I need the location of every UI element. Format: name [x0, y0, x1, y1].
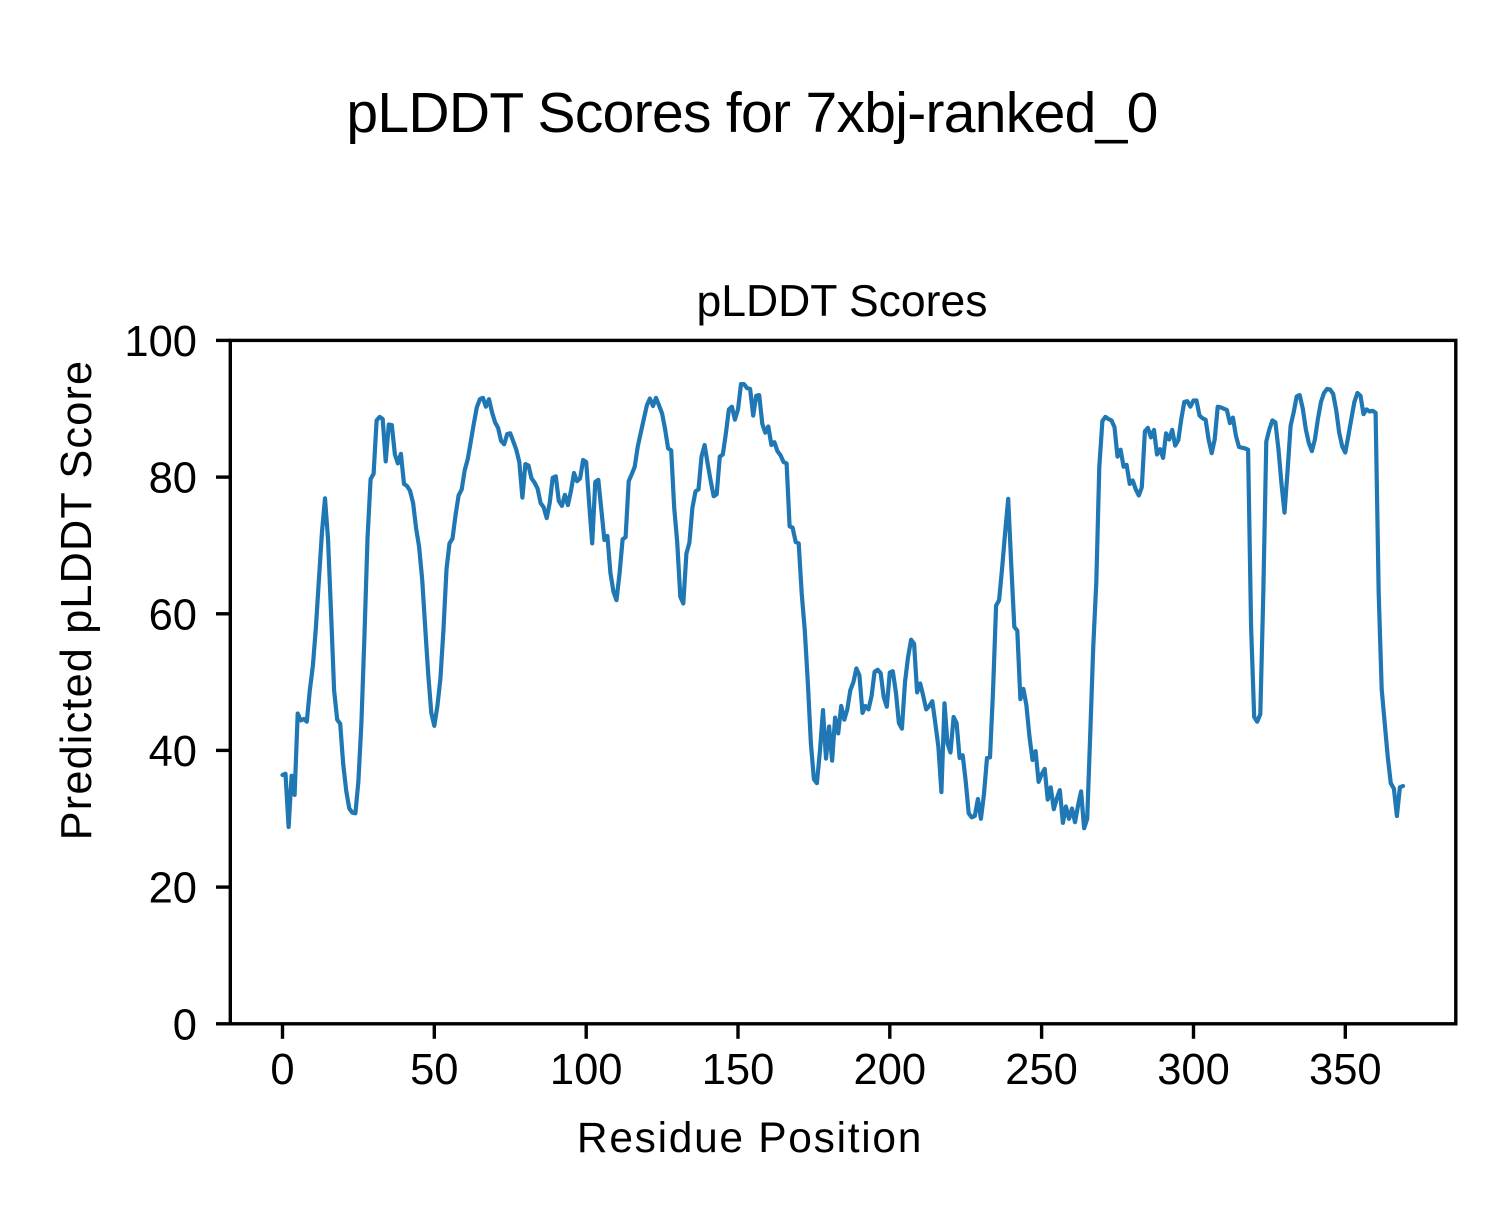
svg-text:250: 250	[1005, 1046, 1078, 1094]
svg-text:150: 150	[702, 1046, 775, 1094]
svg-text:80: 80	[149, 455, 197, 503]
svg-text:Residue Position: Residue Position	[577, 1115, 923, 1162]
svg-text:20: 20	[149, 865, 197, 913]
svg-text:200: 200	[854, 1046, 927, 1094]
svg-text:60: 60	[149, 591, 197, 639]
svg-text:100: 100	[124, 318, 197, 366]
svg-text:350: 350	[1309, 1046, 1382, 1094]
svg-text:pLDDT Scores for 7xbj-ranked_0: pLDDT Scores for 7xbj-ranked_0	[346, 81, 1157, 145]
svg-text:0: 0	[270, 1046, 294, 1094]
svg-text:pLDDT Scores: pLDDT Scores	[696, 277, 987, 326]
svg-text:0: 0	[173, 1001, 197, 1049]
svg-text:300: 300	[1157, 1046, 1230, 1094]
svg-text:50: 50	[410, 1046, 458, 1094]
svg-text:100: 100	[550, 1046, 623, 1094]
svg-text:Predicted pLDDT Score: Predicted pLDDT Score	[53, 360, 101, 840]
svg-text:40: 40	[149, 728, 197, 776]
